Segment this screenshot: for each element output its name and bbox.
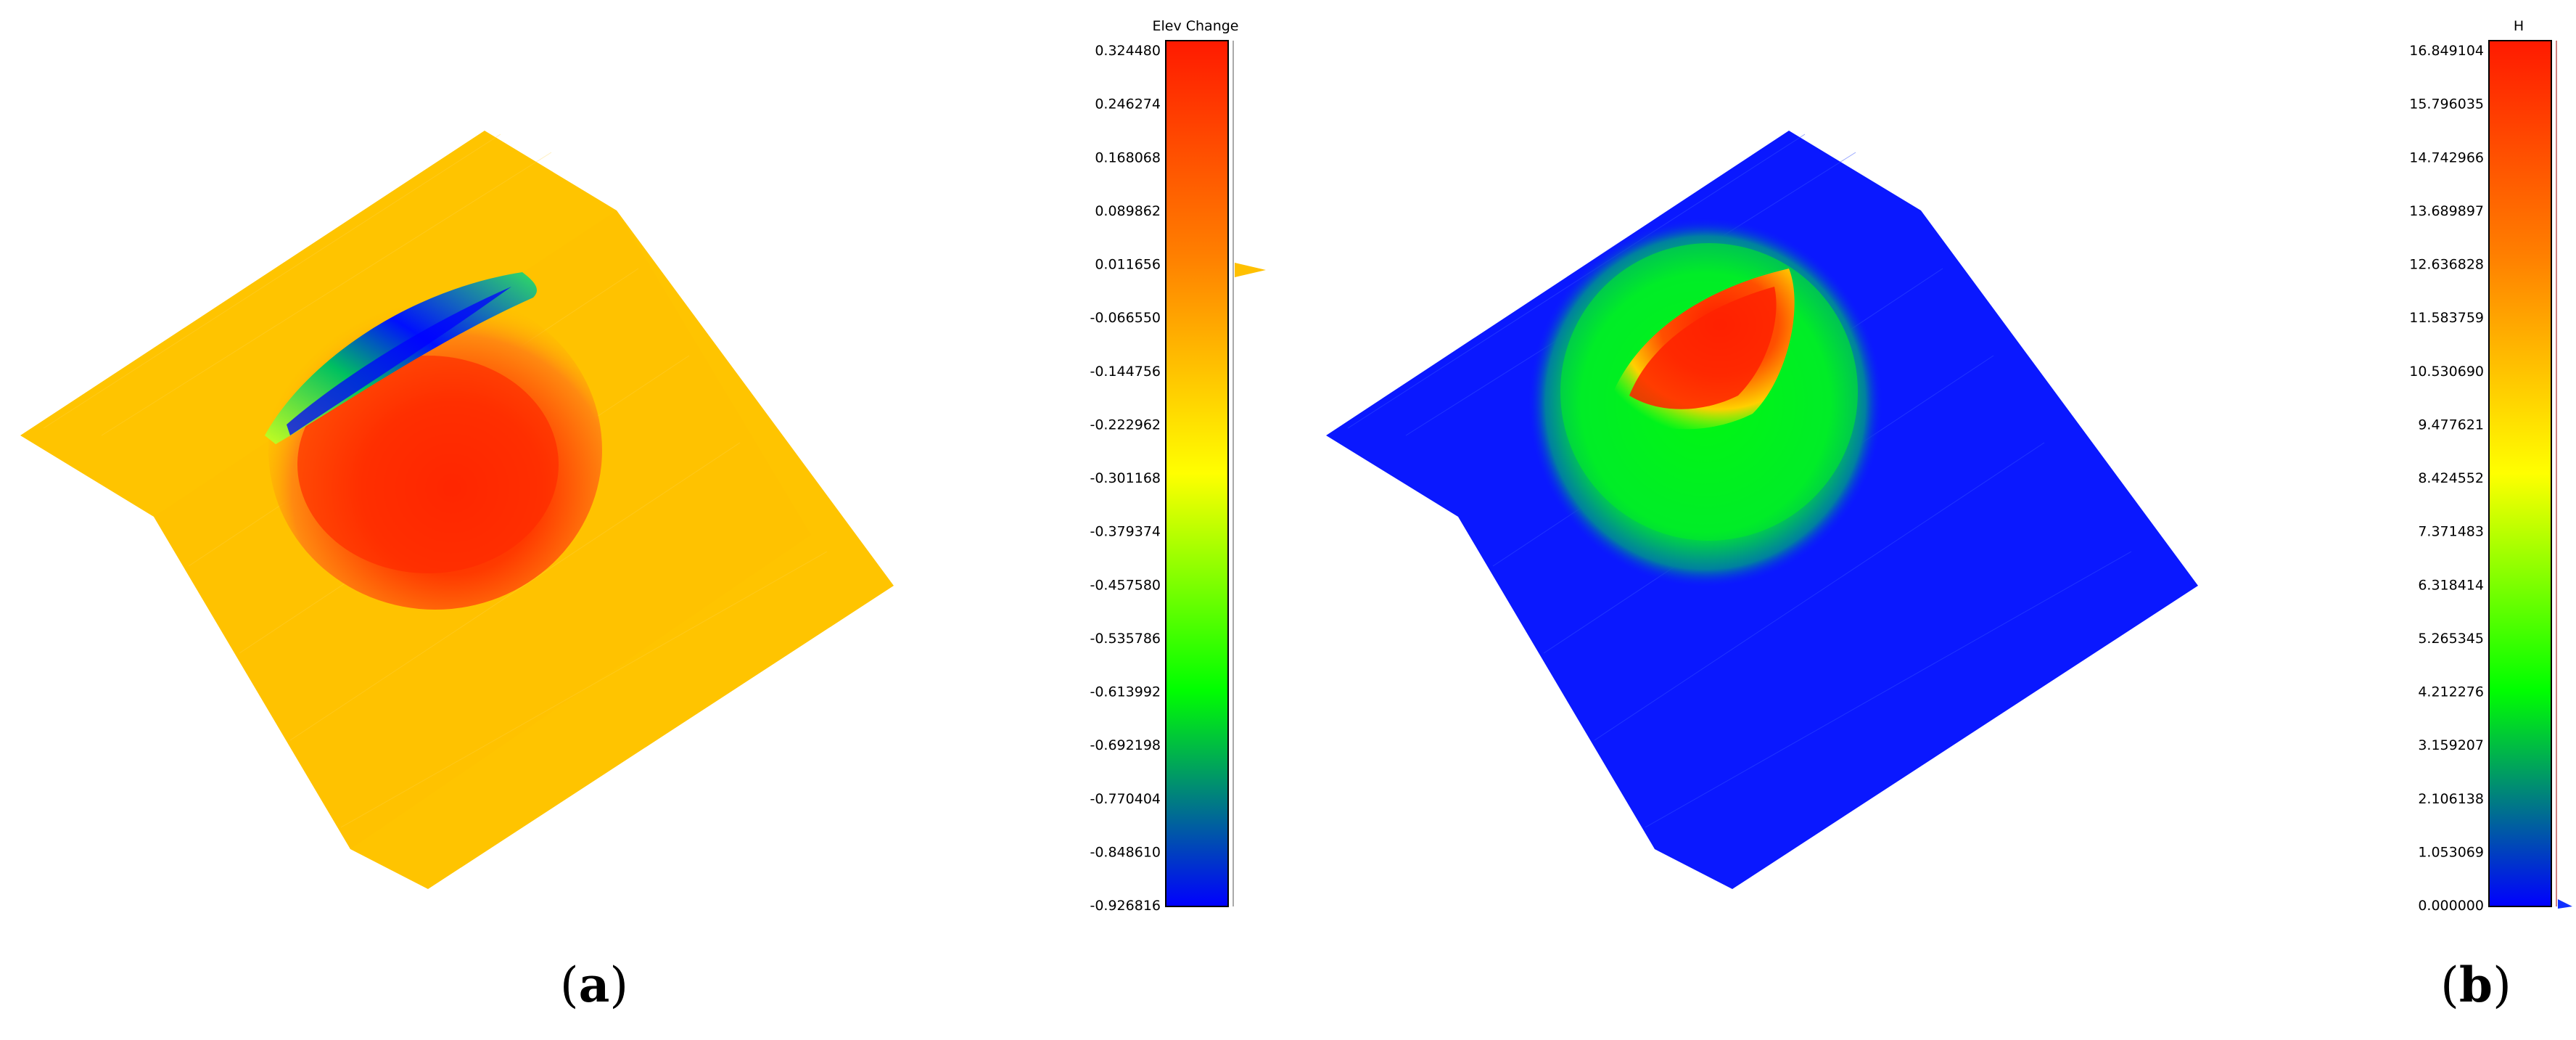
colorbar-tick-label: 0.000000 [2418, 898, 2484, 914]
colorbar-title: Elev Change [1152, 18, 1238, 34]
colorbar-value-marker [2558, 899, 2572, 909]
colorbar-tick-label: 0.089862 [1095, 203, 1161, 219]
colorbar-tick-label: -0.613992 [1090, 684, 1161, 700]
colorbar-tick-label: 9.477621 [2418, 417, 2484, 433]
colorbar-tick-label: 2.106138 [2418, 791, 2484, 807]
flow-depth-zone [1528, 218, 1883, 588]
colorbar-elev-change: Elev Change 0.324480 0.246274 0.168068 0.08… [1090, 18, 1266, 914]
colorbar-tick-label: 11.583759 [2409, 310, 2484, 326]
caption-a: (a) [559, 957, 629, 1013]
colorbar-tick-label: -0.301168 [1090, 470, 1161, 486]
colorbar-tick-label: -0.144756 [1090, 364, 1161, 380]
colorbar-tick-label: 16.849104 [2409, 43, 2484, 59]
panel-a: Elev Change 0.324480 0.246274 0.168068 0.08… [20, 18, 1266, 1013]
colorbar-tick-label: 10.530690 [2409, 364, 2484, 380]
colorbar-tick-label: 7.371483 [2418, 524, 2484, 540]
colorbar-tick-label: 14.742966 [2409, 150, 2484, 165]
colorbar-tick-label: 13.689897 [2409, 203, 2484, 219]
colorbar-value-marker [1235, 263, 1266, 277]
colorbar-tick-label: -0.222962 [1090, 417, 1161, 433]
colorbar-tick-label: 0.168068 [1095, 150, 1161, 165]
colorbar-tick-label: -0.535786 [1090, 631, 1161, 647]
colorbar-tick-label: 0.011656 [1095, 257, 1161, 273]
h-surface-render: H 16.849104 15.796035 14.742966 13.689897 12… [1326, 18, 2572, 914]
colorbar-tick-label: -0.926816 [1090, 898, 1161, 914]
colorbar-tick-label: -0.379374 [1090, 524, 1161, 540]
panel-b: H 16.849104 15.796035 14.742966 13.689897 12… [1288, 0, 2576, 1040]
colorbar-tick-label: -0.770404 [1090, 791, 1161, 807]
landslide-zone [265, 272, 602, 610]
colorbar-title: H [2514, 18, 2524, 34]
colorbar-tick-label: -0.457580 [1090, 577, 1161, 593]
colorbar-tick-label: -0.692198 [1090, 737, 1161, 753]
colorbar-tick-label: 4.212276 [2418, 684, 2484, 700]
colorbar-tick-label: 1.053069 [2418, 844, 2484, 860]
colorbar-tick-label: 6.318414 [2418, 577, 2484, 593]
colorbar-tick-label: -0.066550 [1090, 310, 1161, 326]
elev-change-surface-render: Elev Change 0.324480 0.246274 0.168068 0.08… [20, 18, 1266, 914]
colorbar-tick-label: -0.848610 [1090, 844, 1161, 860]
colorbar-tick-label: 3.159207 [2418, 737, 2484, 753]
colorbar-tick-label: 8.424552 [2418, 470, 2484, 486]
colorbar-h: H 16.849104 15.796035 14.742966 13.689897 12… [2409, 18, 2572, 914]
colorbar-tick-label: 0.324480 [1095, 43, 1161, 59]
colorbar-tick-label: 15.796035 [2409, 97, 2484, 112]
colorbar-tick-label: 5.265345 [2418, 631, 2484, 647]
caption-b: (b) [2440, 957, 2511, 1013]
colorbar-tick-label: 0.246274 [1095, 97, 1161, 112]
colorbar-tick-label: 12.636828 [2409, 257, 2484, 273]
